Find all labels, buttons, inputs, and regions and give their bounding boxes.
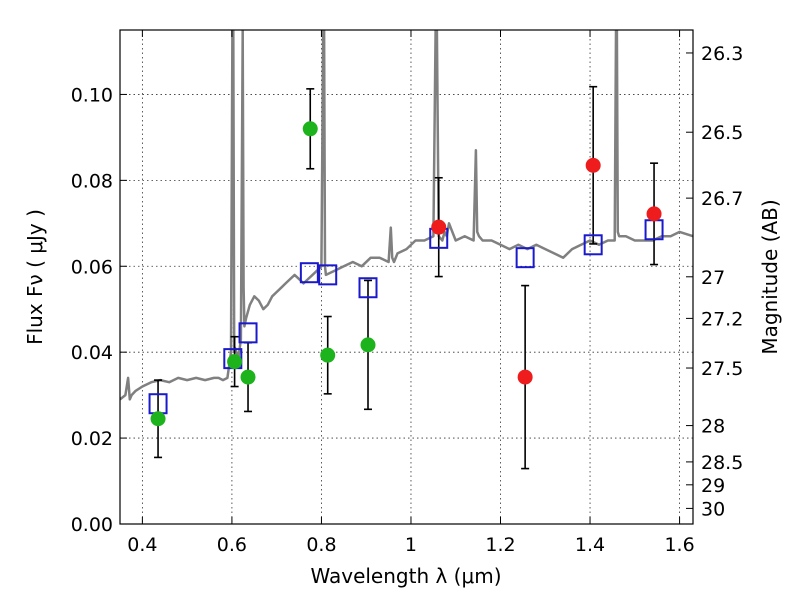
x-tick-label: 1.6 [664, 534, 694, 556]
green-data-point [150, 411, 166, 427]
y-tick-label: 0.08 [71, 170, 113, 192]
x-axis-label: Wavelength λ (μm) [310, 564, 501, 588]
magnitude-tick-label: 26.5 [701, 122, 743, 144]
x-tick-label: 0.6 [217, 534, 247, 556]
x-tick-label: 0.8 [306, 534, 336, 556]
model-box [299, 262, 319, 284]
model-box [583, 234, 603, 256]
model-box [358, 277, 378, 299]
x-tick-label: 1.2 [485, 534, 515, 556]
green-data-point [302, 121, 318, 137]
x-tick-label: 0.4 [127, 534, 157, 556]
magnitude-tick-label: 27.2 [701, 308, 743, 330]
magnitude-axis-label: Magnitude (AB) [758, 199, 782, 354]
model-box [318, 264, 338, 286]
red-data-point [517, 369, 533, 385]
red-data-point [585, 157, 601, 173]
y-tick-label: 0.06 [71, 256, 113, 278]
red-data-point [431, 219, 447, 235]
y-axis-ticks: 0.00 0.02 0.04 0.06 0.08 0.10 [71, 84, 127, 536]
green-data-point [360, 337, 376, 353]
green-data-point [320, 347, 336, 363]
green-data-point [227, 354, 243, 370]
green-data-point [240, 369, 256, 385]
red-data-point [646, 206, 662, 222]
model-box [238, 322, 258, 344]
magnitude-tick-label: 27.5 [701, 358, 743, 380]
magnitude-tick-label: 26.3 [701, 43, 743, 65]
magnitude-tick-label: 28.5 [701, 452, 743, 474]
magnitude-tick-label: 29 [701, 475, 725, 497]
magnitude-tick-label: 28 [701, 416, 725, 438]
x-tick-label: 1.4 [575, 534, 605, 556]
model-box [515, 247, 535, 269]
y-axis-label: Flux Fν ( μJy ) [23, 209, 47, 345]
magnitude-tick-label: 27 [701, 267, 725, 289]
magnitude-tick-label: 30 [701, 498, 725, 520]
model-photometry-boxes [148, 219, 664, 415]
y-tick-label: 0.00 [71, 514, 113, 536]
x-tick-label: 1 [405, 534, 417, 556]
magnitude-tick-label: 26.7 [701, 188, 743, 210]
y-tick-label: 0.02 [71, 428, 113, 450]
observed-photometry [150, 121, 662, 427]
x-axis-ticks: 0.4 0.6 0.8 1 1.2 1.4 1.6 [127, 30, 695, 556]
y-tick-label: 0.10 [71, 84, 113, 106]
y-tick-label: 0.04 [71, 342, 113, 364]
